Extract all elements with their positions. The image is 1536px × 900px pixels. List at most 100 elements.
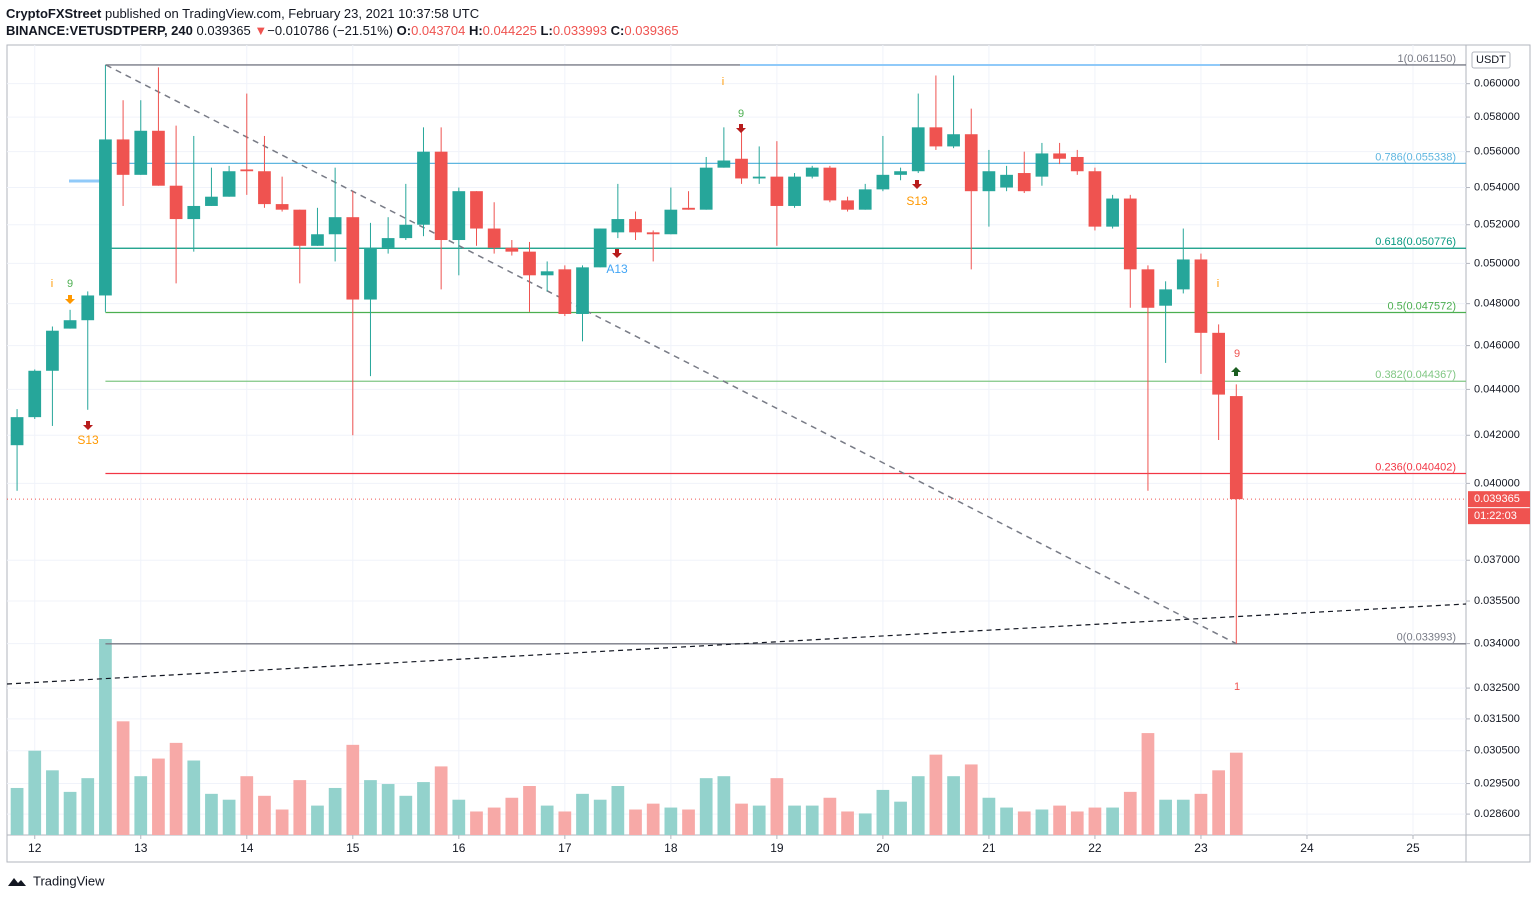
candle-body (1106, 198, 1119, 227)
candle-body (911, 127, 925, 172)
volume-bar (328, 787, 342, 835)
candle-body (841, 200, 854, 210)
y-tick-label: 0.058000 (1474, 111, 1520, 123)
y-tick-label: 0.029500 (1474, 777, 1520, 789)
volume-bar (929, 754, 943, 835)
volume-bar (505, 797, 519, 835)
candle-body (1053, 153, 1066, 159)
countdown: 01:22:03 (1474, 510, 1517, 522)
candles (10, 64, 1243, 644)
h-label: H: (468, 23, 483, 38)
volume-bar (434, 766, 448, 835)
o: 0.043704 (411, 23, 466, 38)
volume-bar (1176, 799, 1190, 835)
l-label: L: (540, 23, 553, 38)
volume-bar (240, 776, 254, 835)
candle-body (1194, 259, 1208, 333)
candle-body (417, 151, 430, 225)
volume-bar (1141, 733, 1155, 835)
candle-body (381, 238, 395, 248)
y-tick-label: 0.032500 (1474, 682, 1520, 694)
volume-bar (947, 776, 960, 835)
candle-body (770, 176, 784, 206)
fib-label: 0.786(0.055338) (1375, 151, 1456, 163)
x-tick-label: 20 (876, 841, 890, 855)
volume-bar (805, 805, 819, 835)
annotations: i 9 S13 A13 i 9 S13 i 9 1 (51, 76, 1241, 693)
candle-body (629, 219, 642, 233)
candle-body (558, 269, 572, 314)
candle-body (452, 191, 466, 241)
volume-bar (134, 776, 148, 835)
footer-brand: TradingView (33, 873, 105, 888)
last-price-tag (1468, 491, 1530, 508)
volume-bar (894, 801, 907, 835)
signal-arrow (612, 249, 622, 258)
annotation: 1 (1234, 681, 1240, 693)
volume-bar (470, 811, 483, 835)
x-tick-label: 18 (664, 841, 678, 855)
volume-bar (399, 795, 413, 835)
candle-body (523, 251, 536, 276)
y-tick-label: 0.054000 (1474, 181, 1520, 193)
c-label: C: (610, 23, 625, 38)
candle-body (364, 247, 377, 300)
volume-bar (699, 778, 713, 835)
volume-bar (611, 786, 625, 835)
candle-body (1176, 259, 1190, 290)
candle-body (293, 209, 307, 246)
volume (10, 639, 1243, 835)
y-tick-label: 0.050000 (1474, 257, 1520, 269)
candle-body (805, 167, 819, 177)
publisher: CryptoFXStreet (6, 6, 102, 21)
candle-body (823, 167, 837, 201)
candle-body (894, 171, 907, 175)
last: 0.039365 (196, 23, 251, 38)
change: −0.010786 (−21.51%) (267, 23, 394, 38)
candle-body (682, 207, 695, 210)
volume-bar (99, 639, 112, 835)
volume-bar (540, 805, 554, 835)
candle-body (28, 370, 42, 418)
candle-body (1017, 173, 1031, 192)
y-tick-label: 0.046000 (1474, 340, 1520, 352)
x-tick-label: 19 (770, 841, 784, 855)
candle-body (487, 228, 501, 248)
candle-body (134, 130, 148, 175)
volume-bar (1017, 811, 1031, 835)
x-tick-label: 24 (1300, 841, 1314, 855)
candle-body (1229, 396, 1243, 500)
logo-icon (8, 878, 26, 886)
volume-bar (364, 780, 377, 835)
footer-logo: TradingView (8, 873, 105, 888)
volume-bar (169, 742, 183, 835)
candle-body (10, 417, 24, 446)
candle-body (399, 224, 413, 239)
candle-body (116, 139, 130, 175)
volume-bar (770, 778, 784, 835)
volume-bar (982, 797, 996, 835)
candle-body (169, 185, 183, 220)
volume-bar (646, 803, 660, 835)
y-tick-label: 0.042000 (1474, 429, 1520, 441)
volume-bar (46, 770, 59, 835)
volume-bar (964, 764, 978, 835)
y-tick-label: 0.035500 (1474, 595, 1520, 607)
volume-bar (346, 744, 360, 835)
fib-label: 0.5(0.047572) (1388, 300, 1457, 312)
annotation: 9 (738, 108, 744, 120)
volume-bar (1194, 793, 1208, 835)
candle-body (858, 189, 872, 210)
trend-line (105, 64, 1238, 645)
candle-body (964, 134, 978, 192)
fib-retracement: 1(0.061150) 0.786(0.055338) 0.618(0.050776… (105, 53, 1466, 645)
signal-arrow (65, 295, 75, 304)
axes: 0.060000 0.058000 0.056000 0.054000 0.052000… (7, 51, 1530, 855)
symbol: BINANCE:VETUSDTPERP, 240 (6, 23, 193, 38)
candle-body (646, 232, 660, 235)
volume-bar (735, 803, 748, 835)
signal-arrow (736, 124, 746, 133)
candle-body (434, 151, 448, 241)
candle-body (1000, 174, 1013, 188)
candle-body (222, 171, 236, 197)
